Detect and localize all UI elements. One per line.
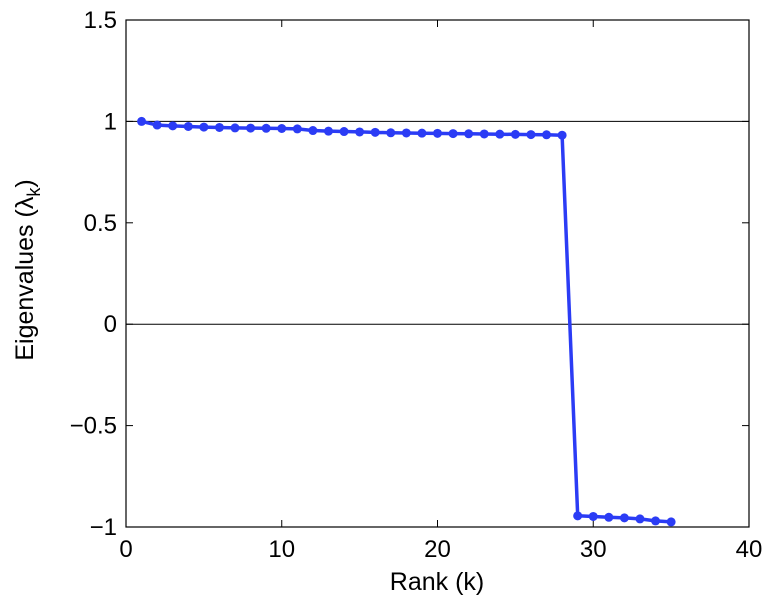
data-point	[339, 127, 349, 137]
y-axis-title-main: Eigenvalues (	[11, 209, 39, 361]
plot-area: 0 10 20 30 40 −1 −0.5 0 0.5 1 1.5	[70, 7, 763, 563]
data-point	[230, 123, 240, 133]
data-point	[355, 127, 365, 137]
data-point	[651, 516, 661, 526]
data-point	[588, 511, 598, 521]
x-axis-title: Rank (k)	[390, 568, 484, 596]
data-point	[666, 517, 676, 527]
data-point	[495, 129, 505, 139]
data-point	[137, 116, 147, 126]
data-point	[292, 124, 302, 134]
data-point	[510, 129, 520, 139]
data-point	[557, 130, 567, 140]
y-tick-label: −1	[90, 514, 117, 541]
y-tick-label: 1.5	[84, 7, 117, 34]
data-point	[183, 121, 193, 131]
data-point	[542, 130, 552, 140]
data-point	[619, 513, 629, 523]
data-point	[479, 129, 489, 139]
data-point	[448, 129, 458, 139]
data-point	[152, 120, 162, 130]
y-axis-title-close: )	[11, 179, 39, 187]
y-axis-title: Eigenvalues (λk)	[11, 179, 44, 360]
y-tick-label: 1	[104, 108, 117, 135]
data-point	[604, 512, 614, 522]
series-line-0	[141, 119, 672, 524]
data-point	[417, 128, 427, 138]
y-axis-title-subscript: k	[24, 187, 44, 197]
data-point	[386, 128, 396, 138]
x-tick-label: 40	[736, 536, 763, 563]
data-point	[526, 130, 536, 140]
data-point	[635, 514, 645, 524]
data-point	[261, 123, 271, 133]
data-point	[433, 128, 442, 138]
data-point	[573, 511, 583, 521]
data-point	[246, 123, 256, 133]
data-point	[168, 121, 178, 131]
y-axis-title-symbol: λ	[11, 196, 39, 209]
data-point	[370, 127, 380, 137]
x-tick-label: 20	[424, 536, 451, 563]
y-tick-label: −0.5	[70, 413, 117, 440]
data-point	[308, 126, 318, 136]
data-point	[464, 129, 474, 139]
axes-frame	[125, 19, 750, 528]
y-tick-label: 0.5	[84, 210, 117, 237]
data-point	[199, 122, 209, 132]
x-tick-label: 30	[580, 536, 607, 563]
x-tick-label: 10	[268, 536, 295, 563]
y-tick-label: 0	[104, 311, 117, 338]
data-point	[401, 128, 411, 138]
x-tick-label: 0	[119, 536, 132, 563]
data-point	[323, 126, 333, 136]
data-point	[277, 123, 287, 133]
data-point	[214, 122, 224, 132]
